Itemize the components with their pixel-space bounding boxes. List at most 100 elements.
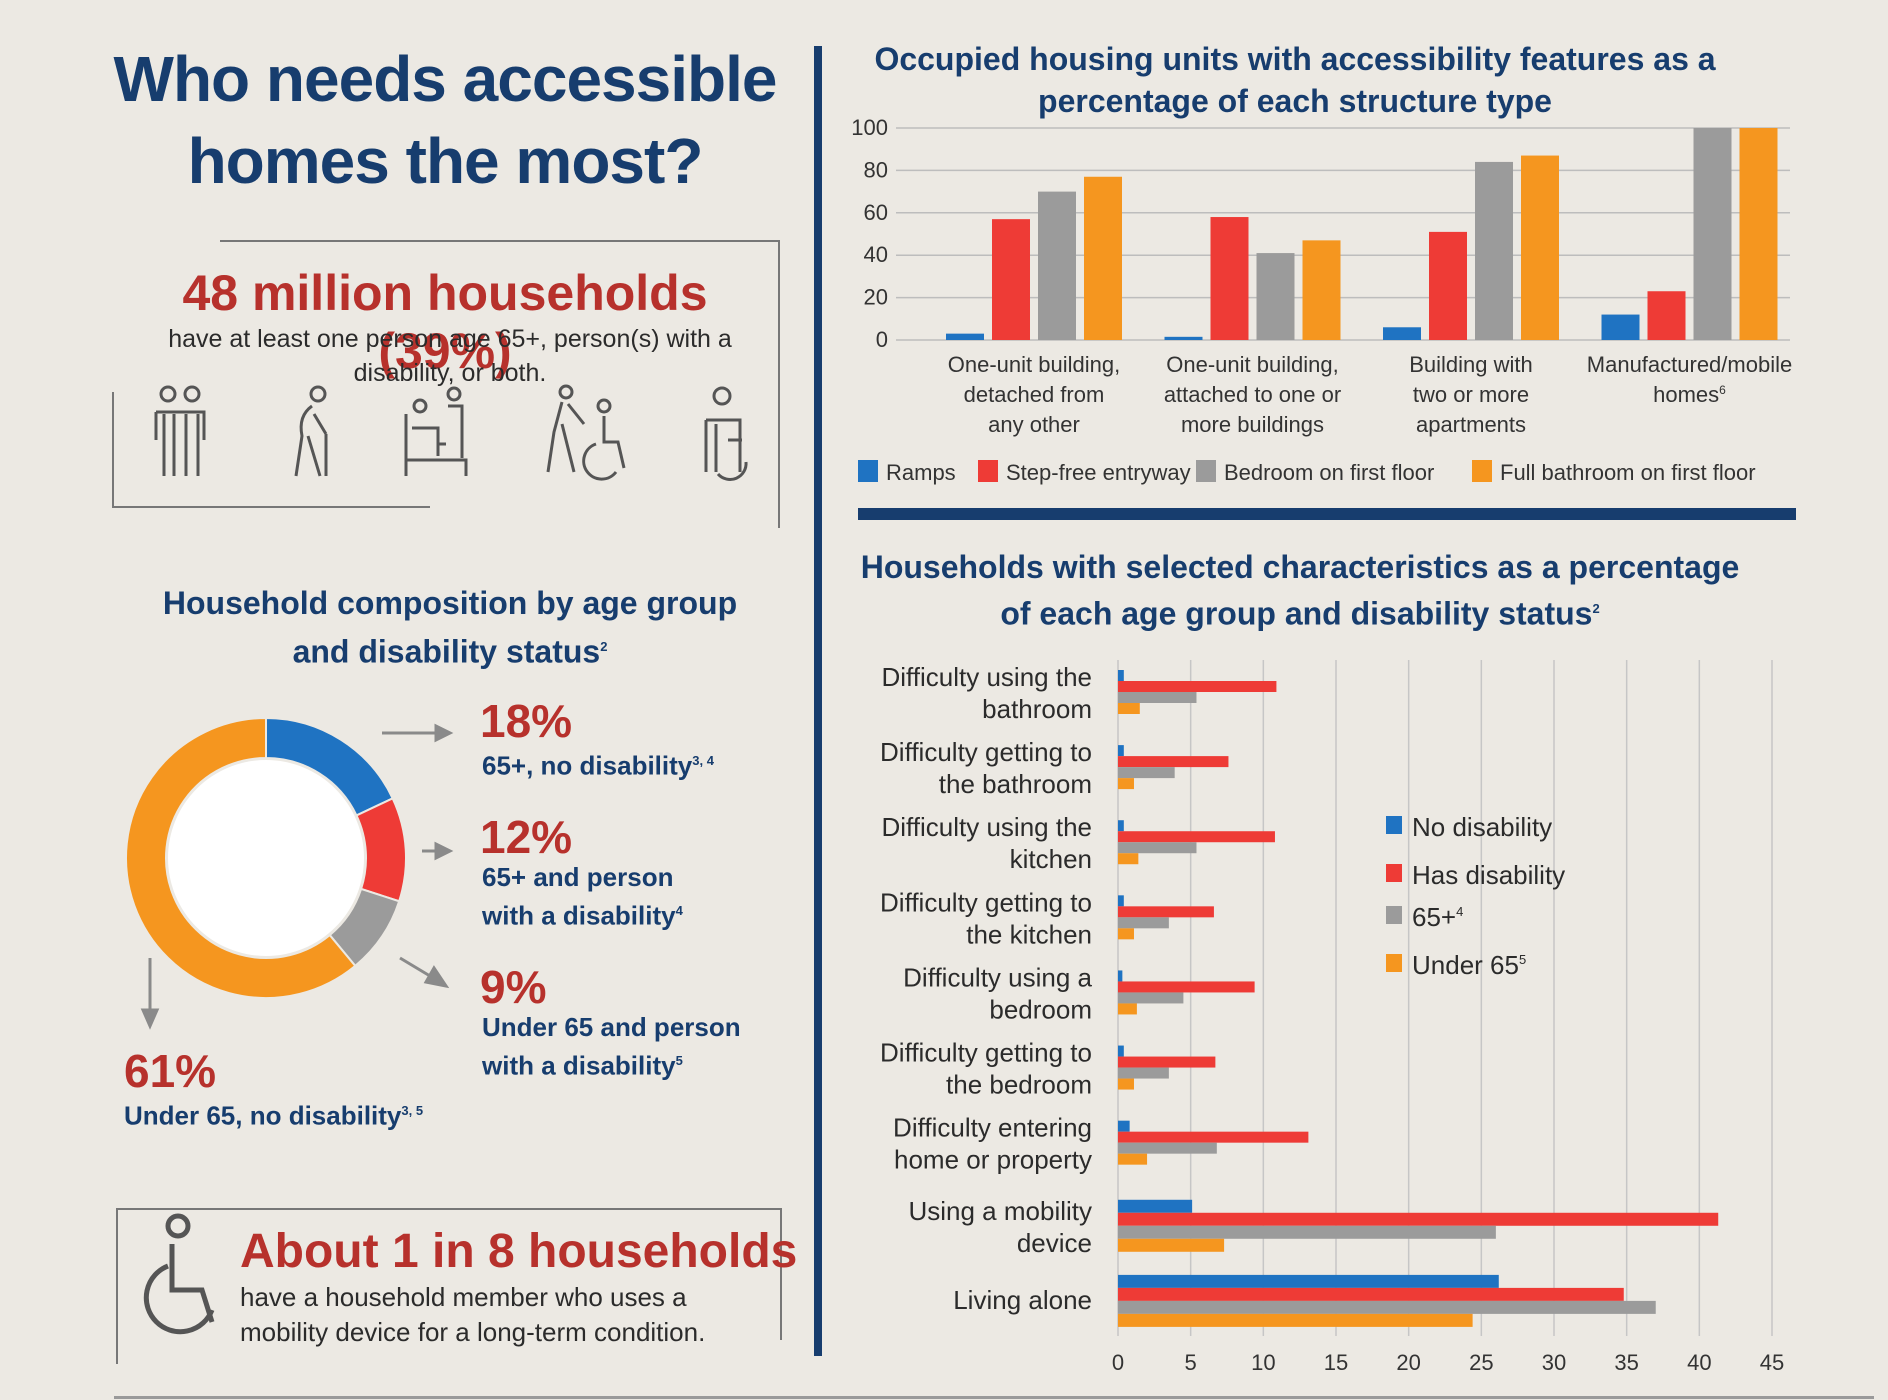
donut-arrows [140, 723, 454, 1030]
label-under65-with-disability: Under 65 and person with a disability5 [482, 1010, 741, 1083]
hbar-5-0 [1118, 1045, 1124, 1057]
y-category-label-line: Difficulty using the [881, 812, 1092, 842]
hbar-2-0 [1118, 820, 1124, 832]
y-category-label-line: Difficulty using the [881, 662, 1092, 692]
hbar-6-1 [1118, 1131, 1309, 1143]
donut-title-line2: and disability status [292, 633, 601, 670]
y-category-label-4: Difficulty using a bedroom [903, 962, 1092, 1024]
y-category-label-8: Living alone [953, 1285, 1092, 1315]
donut-title-line1: Household composition by age group [162, 585, 738, 621]
y-category-label-line: bedroom [989, 994, 1092, 1024]
legend-label-1: Step-free entryway [1006, 460, 1191, 485]
arrow-61-head [140, 1008, 160, 1030]
x-category-sup: 6 [1719, 383, 1726, 397]
donut-chart [125, 716, 407, 999]
page-title: Who needs accessible homes the most? [113, 43, 778, 197]
y-category-label-6: Difficulty entering home or property [893, 1113, 1092, 1175]
label-65-no-disability: 65+, no disability3, 4 [482, 744, 714, 783]
bar-3-2 [1693, 128, 1732, 340]
y-category-label-line: device [1017, 1228, 1092, 1258]
bottom-chart-title-sup: 2 [1592, 601, 1600, 616]
hbar-2-3 [1118, 853, 1139, 865]
y-category-label-line: the bedroom [946, 1070, 1092, 1100]
hbar-1-1 [1118, 756, 1229, 768]
hbar-7-2 [1118, 1225, 1496, 1239]
bar-0-1 [992, 219, 1030, 340]
label-65-with-disability-line1: 65+ and person [482, 862, 674, 892]
legend-label-2: Bedroom on first floor [1224, 460, 1434, 485]
x-category-label-line: One-unit building, [1166, 352, 1338, 377]
bottom-chart-title-line1: Households with selected characteristics… [860, 549, 1740, 585]
label-65-no-disability-text: 65+, no disability [482, 750, 693, 781]
y-tick-label-5: 100 [851, 115, 888, 140]
hlegend-sup: 4 [1456, 904, 1463, 919]
y-tick-label-2: 40 [864, 242, 888, 267]
hlegend-swatch-0 [1386, 816, 1402, 834]
bar-0-2 [1038, 191, 1076, 340]
hbar-7-1 [1118, 1212, 1719, 1226]
hbar-5-3 [1118, 1078, 1134, 1090]
pct-61: 61% [124, 1045, 217, 1097]
hbar-3-1 [1118, 906, 1214, 918]
x-category-label-line: more buildings [1181, 412, 1324, 437]
hbar-3-3 [1118, 928, 1134, 940]
x-category-label-line: attached to one or [1164, 382, 1341, 407]
y-category-label-line: home or property [894, 1145, 1092, 1175]
x-category-label-2: Building with two or more apartments [1409, 352, 1533, 437]
hlegend-swatch-3 [1386, 954, 1402, 972]
x-category-label-line: detached from [964, 382, 1105, 407]
label-65-with-disability: 65+ and person with a disability4 [482, 860, 683, 933]
legend-label-3: Full bathroom on first floor [1500, 460, 1756, 485]
hbar-8-0 [1118, 1274, 1499, 1288]
bar-2-3 [1521, 155, 1559, 340]
x-tick-label-4: 20 [1396, 1350, 1420, 1375]
x-tick-label-6: 30 [1542, 1350, 1566, 1375]
y-category-label-line: Difficulty using a [903, 962, 1092, 992]
bar-0-0 [946, 333, 984, 340]
y-category-label-line: bathroom [982, 694, 1092, 724]
households-box-border-right [778, 240, 780, 528]
hbar-4-0 [1118, 970, 1123, 982]
y-category-label-line: Using a mobility [908, 1196, 1092, 1226]
person-in-bed-icon [404, 386, 468, 476]
x-category-label-1: One-unit building, attached to one or more… [1164, 352, 1341, 437]
mobility-count: About 1 in 8 households [240, 1225, 798, 1278]
label-under65-no-disability-sup: 3, 5 [401, 1103, 424, 1118]
hlegend-label-1: Has disability [1412, 860, 1565, 890]
y-category-label-line: Difficulty getting to [880, 737, 1092, 767]
hbar-0-0 [1118, 670, 1124, 681]
donut-title: Household composition by age group and d… [140, 582, 760, 674]
bottom-chart-title: Households with selected characteristics… [860, 546, 1740, 635]
person-with-walker-icon [546, 384, 626, 481]
bottom-chart-title-line2: of each age group and disability status [1000, 595, 1593, 632]
x-category-label-line: homes [1653, 382, 1719, 407]
y-tick-label-3: 60 [864, 200, 888, 225]
y-category-label-2: Difficulty using the kitchen [881, 812, 1092, 874]
hbar-1-0 [1118, 745, 1124, 757]
hbar-0-3 [1118, 703, 1140, 714]
bar-3-1 [1647, 291, 1686, 340]
two-people-icon [154, 385, 206, 476]
pct-12: 12% [480, 811, 573, 863]
label-under65-no-disability-text: Under 65, no disability [124, 1100, 402, 1131]
x-category-label-line: Manufactured/mobile [1587, 352, 1792, 377]
hbar-0-1 [1118, 681, 1277, 692]
label-65-with-disability-sup: 4 [675, 903, 683, 918]
households-box-border-left [112, 392, 114, 508]
arrow-9 [399, 956, 431, 978]
label-65-no-disability-sup: 3, 4 [692, 753, 714, 768]
bar-3-3 [1739, 128, 1778, 340]
hbar-1-3 [1118, 778, 1134, 790]
hbar-6-3 [1118, 1153, 1148, 1165]
x-category-label-line: Building with [1409, 352, 1533, 377]
hbar-3-2 [1118, 917, 1169, 929]
x-tick-label-0: 0 [1112, 1350, 1124, 1375]
arrow-9-head [423, 965, 450, 989]
y-category-label-line: Living alone [953, 1285, 1092, 1315]
y-category-label-1: Difficulty getting to the bathroom [880, 737, 1092, 799]
y-category-label-line: Difficulty entering [893, 1113, 1092, 1143]
hlegend-label-2: 65+4 [1412, 902, 1463, 932]
hbar-4-1 [1118, 981, 1255, 993]
x-category-label-3: Manufactured/mobile homes6 [1587, 352, 1792, 407]
